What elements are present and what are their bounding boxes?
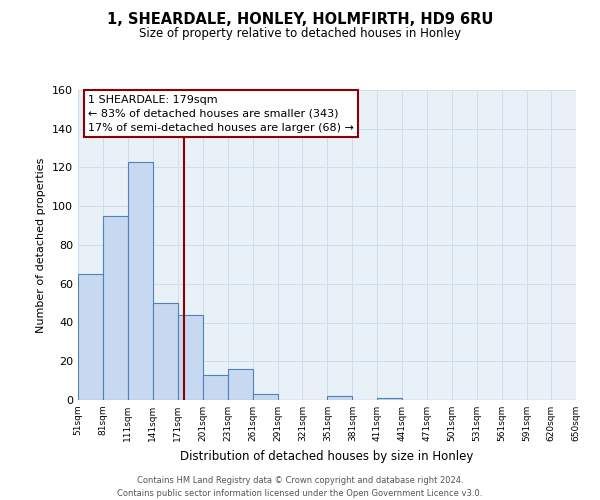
Text: Size of property relative to detached houses in Honley: Size of property relative to detached ho…: [139, 28, 461, 40]
Bar: [78, 274, 103, 400]
Bar: [203, 375, 227, 400]
Text: Contains HM Land Registry data © Crown copyright and database right 2024.
Contai: Contains HM Land Registry data © Crown c…: [118, 476, 482, 498]
Bar: [227, 369, 253, 400]
Bar: [103, 216, 128, 400]
Bar: [128, 162, 153, 400]
Bar: [178, 315, 203, 400]
Bar: [328, 396, 352, 400]
Bar: [253, 394, 278, 400]
Text: 1, SHEARDALE, HONLEY, HOLMFIRTH, HD9 6RU: 1, SHEARDALE, HONLEY, HOLMFIRTH, HD9 6RU: [107, 12, 493, 28]
Y-axis label: Number of detached properties: Number of detached properties: [37, 158, 46, 332]
Bar: [153, 303, 178, 400]
Text: 1 SHEARDALE: 179sqm
← 83% of detached houses are smaller (343)
17% of semi-detac: 1 SHEARDALE: 179sqm ← 83% of detached ho…: [88, 94, 354, 132]
X-axis label: Distribution of detached houses by size in Honley: Distribution of detached houses by size …: [181, 450, 473, 462]
Bar: [377, 398, 402, 400]
